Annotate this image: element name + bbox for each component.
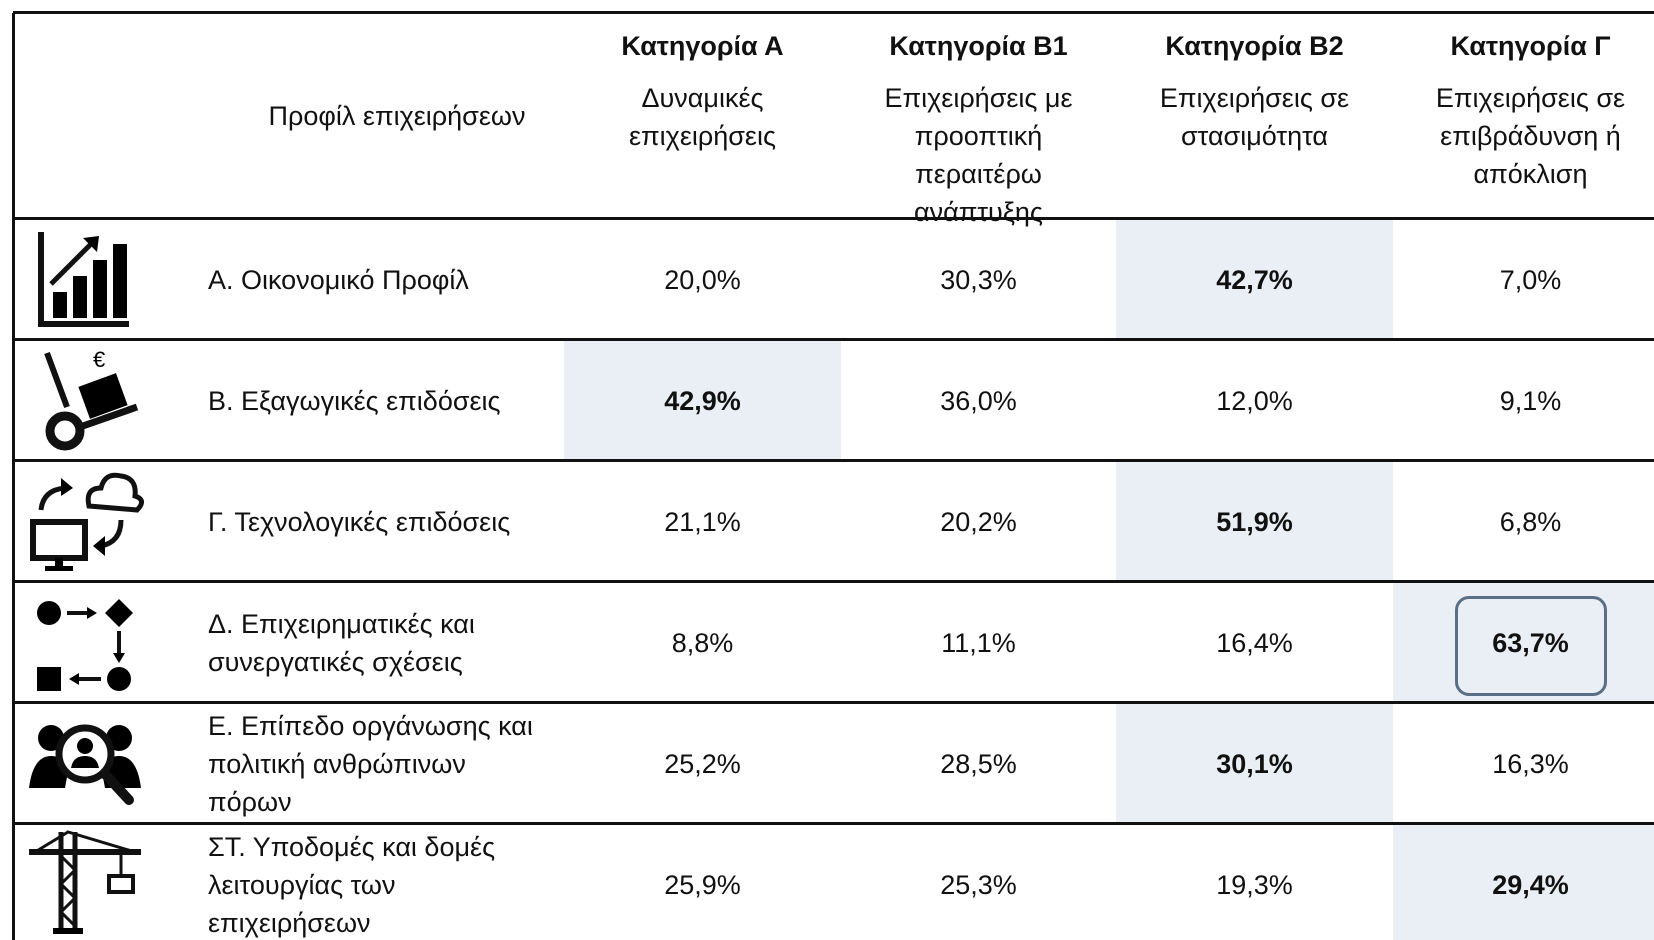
- row-label: Ε. Επίπεδο οργάνωσης και πολιτική ανθρώπ…: [208, 710, 533, 817]
- value-cell: 9,1%: [1499, 385, 1562, 416]
- column-title: Κατηγορία Α: [621, 31, 784, 61]
- row-divider: [13, 459, 1654, 462]
- profile-header: Προφίλ επιχειρήσεων: [268, 101, 526, 131]
- value-cell: 12,0%: [1216, 385, 1293, 416]
- value-cell: 42,9%: [564, 341, 841, 460]
- row-label: Β. Εξαγωγικές επιδόσεις: [208, 385, 501, 416]
- column-title: Κατηγορία Β2: [1165, 31, 1344, 61]
- table-border: [12, 13, 15, 940]
- column-header: Κατηγορία Β2 Επιχειρήσεις σε στασιμότητα: [1116, 27, 1393, 155]
- row-divider: [13, 338, 1654, 341]
- value-cell: 20,2%: [940, 506, 1017, 537]
- icon-hand-truck: €: [44, 347, 139, 451]
- table-border: [13, 11, 1654, 14]
- row-label: Α. Οικονομικό Προφίλ: [208, 264, 469, 295]
- row-divider: [13, 822, 1654, 825]
- value-cell: 25,2%: [664, 748, 741, 779]
- value-cell: 7,0%: [1499, 264, 1562, 295]
- value-cell: 36,0%: [940, 385, 1017, 416]
- value-cell: 28,5%: [940, 748, 1017, 779]
- value-cell: 8,8%: [671, 627, 734, 658]
- row-label: Δ. Επιχειρηματικές και συνεργατικές σχέσ…: [208, 608, 475, 677]
- value-cell: 30,3%: [940, 264, 1017, 295]
- row-divider: [13, 580, 1654, 583]
- icon-tech: [30, 472, 144, 571]
- value-cell: 6,8%: [1499, 506, 1562, 537]
- column-title: Κατηγορία Γ: [1450, 31, 1611, 61]
- value-cell: 51,9%: [1116, 462, 1393, 581]
- svg-text:€: €: [93, 347, 105, 372]
- icon-crane: [29, 830, 141, 934]
- value-cell: 21,1%: [664, 506, 741, 537]
- icon-relations: [37, 599, 133, 691]
- icon-chart: [38, 232, 129, 327]
- row-label: Γ. Τεχνολογικές επιδόσεις: [208, 506, 511, 537]
- value-cell: 11,1%: [941, 627, 1016, 658]
- value-cell: 29,4%: [1393, 825, 1654, 940]
- icon-people: [29, 724, 141, 805]
- value-cell: 30,1%: [1116, 704, 1393, 823]
- column-header: Κατηγορία Β1 Επιχειρήσεις με προοπτική πε…: [841, 27, 1116, 231]
- row-divider: [13, 217, 1654, 220]
- value-cell: 25,9%: [664, 869, 741, 900]
- value-cell: 16,3%: [1492, 748, 1569, 779]
- column-header: Κατηγορία Γ Επιχειρήσεις σε επιβράδυνση ή…: [1393, 27, 1654, 193]
- value-cell: 42,7%: [1116, 220, 1393, 339]
- value-cell: 16,4%: [1216, 627, 1293, 658]
- column-subtitle: Δυναμικές επιχειρήσεις: [629, 83, 776, 151]
- row-divider: [13, 701, 1654, 704]
- value-cell: 20,0%: [664, 264, 741, 295]
- column-subtitle: Επιχειρήσεις σε επιβράδυνση ή απόκλιση: [1435, 83, 1626, 189]
- column-title: Κατηγορία Β1: [889, 31, 1068, 61]
- value-cell: 63,7%: [1393, 583, 1654, 702]
- value-cell: 25,3%: [940, 869, 1017, 900]
- row-label: ΣΤ. Υποδομές και δομές λειτουργίας των ε…: [208, 831, 496, 938]
- value-cell: 19,3%: [1216, 869, 1293, 900]
- column-subtitle: Επιχειρήσεις σε στασιμότητα: [1159, 83, 1350, 151]
- column-header: Κατηγορία Α Δυναμικές επιχειρήσεις: [564, 27, 841, 155]
- column-subtitle: Επιχειρήσεις με προοπτική περαιτέρω ανάπ…: [884, 83, 1073, 227]
- highlight-box: [1455, 596, 1607, 696]
